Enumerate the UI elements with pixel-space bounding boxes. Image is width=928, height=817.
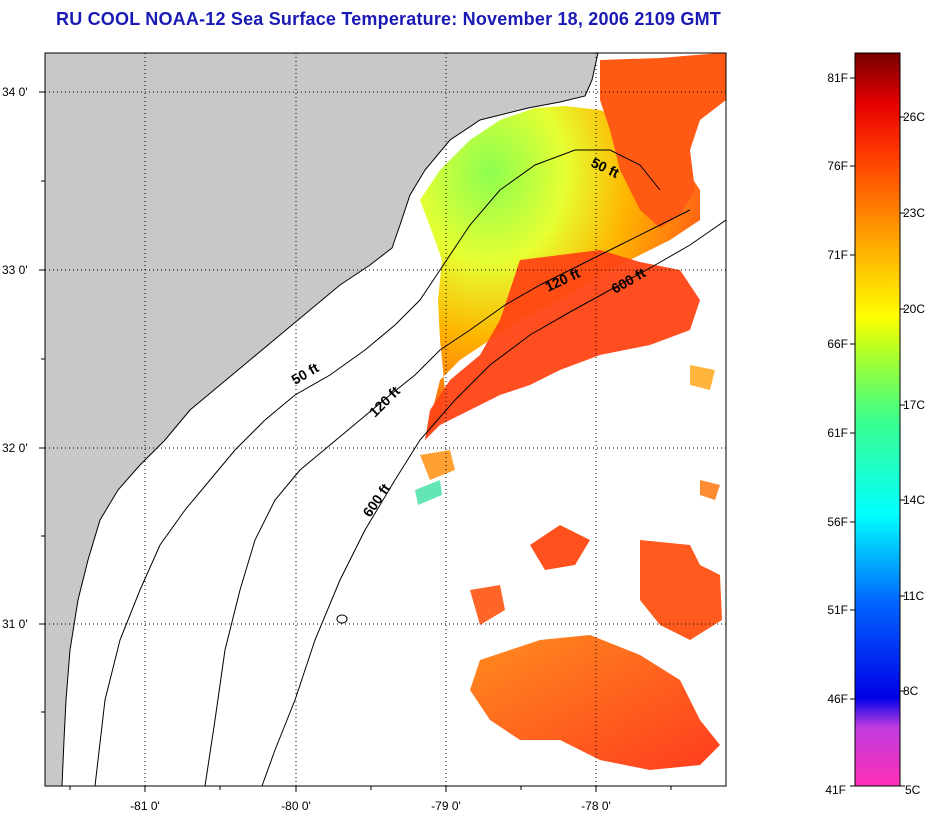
contour-120ft (204, 209, 691, 786)
sst-patch-8 (690, 365, 715, 390)
lat-label-34: 34 0' (2, 85, 28, 99)
colorbar-f-61: 61F (827, 426, 848, 440)
lat-label-31: 31 0' (2, 617, 28, 631)
map-title: RU COOL NOAA-12 Sea Surface Temperature:… (56, 9, 721, 29)
colorbar-c-20: 20C (903, 302, 925, 316)
colorbar-f-66: 66F (827, 337, 848, 351)
lat-label-32: 32 0' (2, 441, 28, 455)
colorbar-f-41: 41F (825, 783, 846, 797)
lon-label-81: -81 0' (130, 799, 160, 813)
sst-warm-offshore (425, 250, 700, 440)
contour-600ft (261, 219, 726, 786)
map-frame (44, 52, 727, 787)
sst-patch-3 (640, 540, 722, 640)
colorbar-c-17: 17C (903, 398, 925, 412)
sst-patch-4 (470, 635, 720, 770)
colorbar-f-46: 46F (827, 692, 848, 706)
colorbar-f-56: 56F (827, 515, 848, 529)
colorbar-f-81: 81F (827, 71, 848, 85)
colorbar-f-76: 76F (827, 159, 848, 173)
axis-ticks (39, 91, 672, 792)
colorbar-c-11: 11C (903, 589, 924, 603)
lon-label-78: -78 0' (581, 799, 611, 813)
colorbar-f-51: 51F (827, 603, 848, 617)
contour-50ft (94, 149, 661, 786)
contour-isolated (336, 614, 348, 624)
colorbar-c-ticks (900, 116, 905, 787)
colorbar-c-8: 8C (903, 684, 919, 698)
lon-label-79: -79 0' (431, 799, 461, 813)
sst-patch-7 (700, 480, 720, 500)
colorbar-c-23: 23C (903, 206, 925, 220)
land-mass (45, 53, 599, 786)
colorbar (854, 52, 901, 787)
graticule (45, 53, 726, 786)
colorbar-c-26: 26C (903, 110, 925, 124)
colorbar-f-ticks (850, 77, 855, 787)
sst-patch-2 (470, 585, 505, 625)
colorbar-f-71: 71F (827, 248, 848, 262)
lon-label-80: -80 0' (281, 799, 311, 813)
sst-patch-6 (415, 480, 442, 505)
colorbar-c-5: 5C (905, 783, 921, 797)
colorbar-c-14: 14C (903, 493, 925, 507)
lat-label-33: 33 0' (2, 263, 28, 277)
sst-patch-1 (530, 525, 590, 570)
sst-warm-northeast (600, 53, 726, 228)
